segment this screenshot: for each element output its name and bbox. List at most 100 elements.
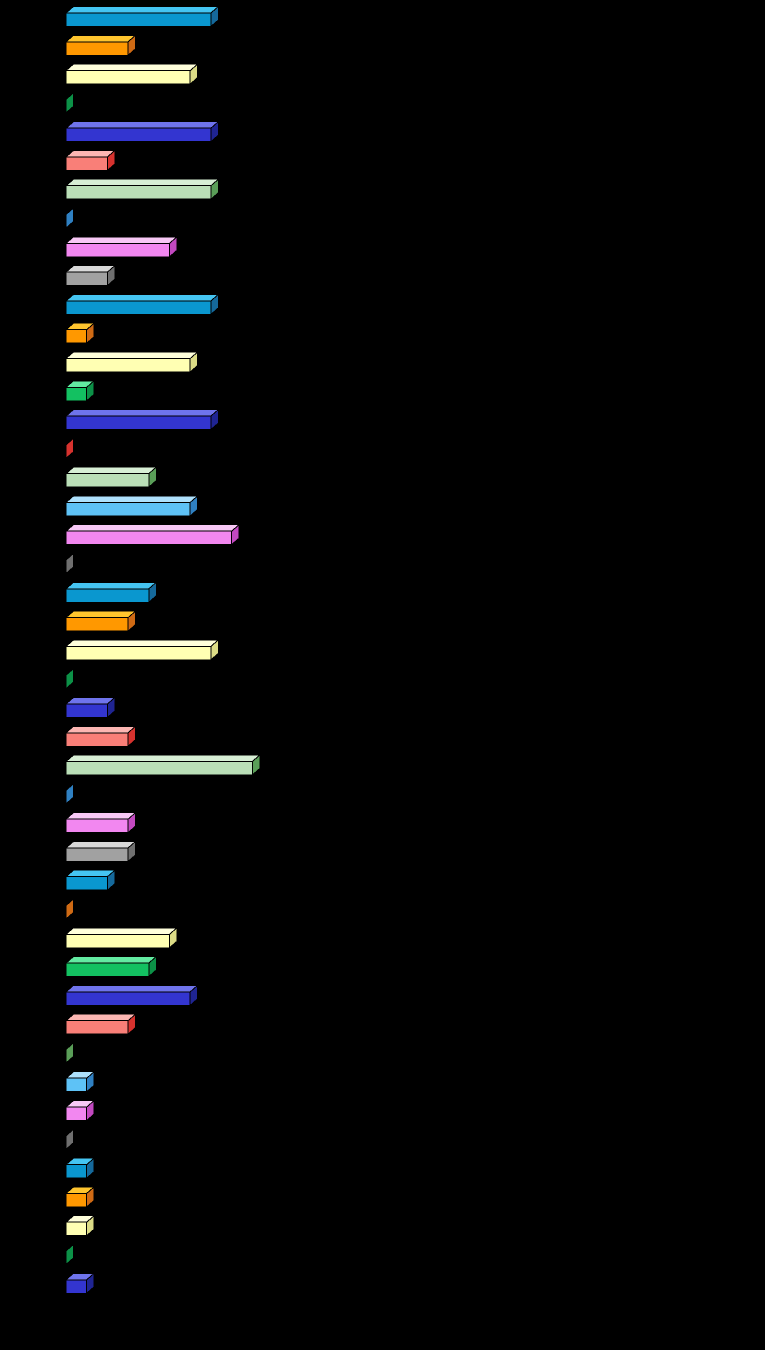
bar-top-face bbox=[64, 524, 241, 532]
bar-front-face bbox=[65, 1077, 88, 1093]
bar-top-face bbox=[64, 409, 220, 417]
bar-35-royal-blue bbox=[64, 984, 200, 1007]
bar-top-face bbox=[64, 293, 220, 302]
bar-44-emerald bbox=[65, 1243, 74, 1266]
bar-front-face bbox=[65, 156, 108, 171]
bar-41-cerulean bbox=[64, 1157, 96, 1180]
bar-32-orange bbox=[65, 897, 74, 921]
bar-top-face bbox=[64, 265, 117, 273]
bar-top-face bbox=[64, 639, 220, 647]
bar-26-salmon bbox=[64, 725, 137, 748]
bar-front-face bbox=[65, 588, 150, 603]
bar-23-pale-yellow bbox=[64, 638, 220, 661]
bar-front-face bbox=[65, 473, 150, 488]
bar-top-face bbox=[64, 754, 262, 763]
bar-top-face bbox=[64, 725, 137, 734]
bar-front-face bbox=[65, 1192, 88, 1208]
bar-front-face bbox=[65, 271, 108, 287]
bar-14-emerald bbox=[64, 379, 96, 402]
bar-33-pale-yellow bbox=[64, 926, 179, 949]
bar-side-face bbox=[65, 782, 74, 805]
bar-front-face bbox=[65, 415, 212, 431]
bar-39-orchid bbox=[64, 1099, 96, 1122]
bar-2-orange bbox=[64, 34, 137, 57]
bar-24-emerald bbox=[65, 667, 74, 690]
bar-top-face bbox=[64, 34, 137, 43]
bar-side-face bbox=[65, 91, 74, 114]
bar-front-face bbox=[65, 1164, 88, 1179]
bar-top-face bbox=[64, 351, 200, 359]
bar-38-sky-blue bbox=[64, 1070, 96, 1093]
bar-1-cerulean bbox=[64, 5, 220, 28]
bar-17-pale-green bbox=[64, 466, 158, 489]
bar-front-face bbox=[65, 645, 212, 661]
bar-19-orchid bbox=[64, 523, 241, 546]
bar-top-face bbox=[64, 927, 179, 935]
bar-3-pale-yellow bbox=[64, 62, 200, 86]
bar-top-face bbox=[64, 581, 158, 590]
bar-front-face bbox=[65, 501, 191, 517]
bar-7-pale-green bbox=[64, 178, 220, 201]
bar-top-face bbox=[64, 121, 220, 129]
bar-side-face bbox=[65, 437, 74, 460]
bar-front-face bbox=[65, 818, 129, 834]
bar-43-pale-yellow bbox=[64, 1214, 96, 1237]
bar-top-face bbox=[64, 869, 117, 878]
bar-side-face bbox=[65, 1041, 74, 1065]
bar-34-emerald bbox=[64, 955, 158, 978]
bar-front-face bbox=[65, 41, 129, 56]
bar-29-orchid bbox=[64, 811, 137, 834]
bar-front-face bbox=[65, 617, 129, 632]
bar-4-emerald bbox=[65, 91, 74, 114]
bar-30-gray bbox=[64, 840, 137, 863]
bar-side-face bbox=[65, 667, 74, 690]
bar-13-pale-yellow bbox=[64, 350, 200, 374]
bar-front-face bbox=[65, 1106, 88, 1122]
bar-front-face bbox=[65, 991, 191, 1006]
bar-25-royal-blue bbox=[64, 696, 117, 719]
bar-21-cerulean bbox=[64, 581, 158, 604]
bar-front-face bbox=[65, 876, 108, 891]
bar-9-orchid bbox=[64, 235, 179, 258]
bar-front-face bbox=[65, 530, 233, 546]
bar-31-cerulean bbox=[64, 869, 117, 892]
bar-front-face bbox=[65, 1020, 129, 1035]
bar-front-face bbox=[65, 386, 88, 402]
bar-11-cerulean bbox=[64, 293, 220, 316]
bar-15-royal-blue bbox=[64, 408, 220, 431]
bar-37-pale-green bbox=[65, 1041, 74, 1065]
bar-front-face bbox=[65, 357, 191, 373]
bar-front-face bbox=[65, 242, 170, 258]
bar-36-salmon bbox=[64, 1013, 137, 1036]
bar-front-face bbox=[65, 127, 212, 143]
bar-front-face bbox=[65, 329, 88, 344]
bar-12-orange bbox=[64, 322, 96, 345]
bar-10-gray bbox=[64, 264, 117, 287]
bar-front-face bbox=[65, 761, 253, 776]
bar-front-face bbox=[65, 1279, 88, 1294]
bar-5-royal-blue bbox=[64, 120, 220, 143]
bar-27-pale-green bbox=[64, 753, 262, 777]
bar-side-face bbox=[65, 206, 74, 230]
bar-top-face bbox=[64, 178, 220, 187]
bar-top-face bbox=[64, 696, 117, 705]
bar-front-face bbox=[65, 300, 212, 315]
bar-top-face bbox=[64, 466, 158, 475]
bar-side-face bbox=[65, 1128, 74, 1151]
bar-front-face bbox=[65, 933, 170, 949]
bar-front-face bbox=[65, 703, 108, 718]
bar-top-face bbox=[64, 812, 137, 820]
bar-16-salmon bbox=[65, 437, 74, 460]
bar-22-orange bbox=[64, 609, 137, 633]
bar-45-royal-blue bbox=[64, 1272, 96, 1295]
bar-front-face bbox=[65, 12, 212, 27]
bar-side-face bbox=[65, 1243, 74, 1266]
bar-front-face bbox=[65, 70, 191, 85]
bar-top-face bbox=[64, 63, 200, 72]
bar-6-salmon bbox=[64, 149, 117, 172]
bar-top-face bbox=[64, 6, 220, 14]
bar-top-face bbox=[64, 1013, 137, 1022]
bar-40-gray bbox=[65, 1128, 74, 1151]
